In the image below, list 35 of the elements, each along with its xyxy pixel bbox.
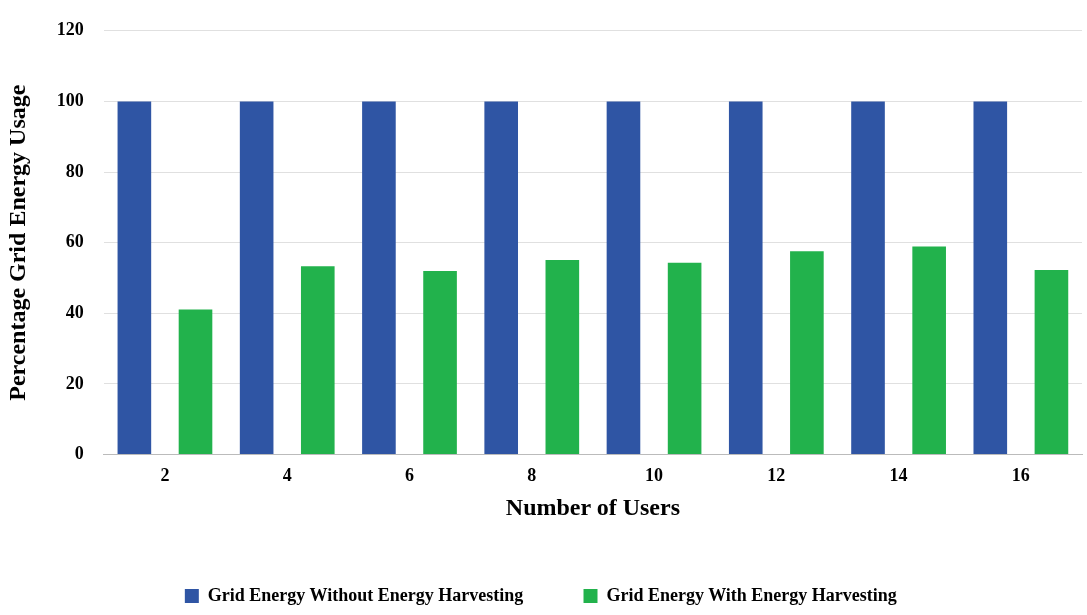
- x-tick-label: 10: [645, 465, 664, 486]
- x-axis-title: Number of Users: [505, 493, 680, 520]
- y-tick-label: 40: [65, 301, 84, 322]
- y-tick-label: 0: [74, 443, 84, 464]
- bar: [117, 101, 152, 455]
- bar: [912, 246, 946, 455]
- x-tick-label: 4: [282, 465, 292, 486]
- y-tick-label: 100: [56, 90, 84, 111]
- bar: [1034, 269, 1069, 455]
- bar: [362, 101, 396, 455]
- bar: [423, 270, 457, 455]
- bar: [973, 101, 1008, 455]
- y-axis-title: Percentage Grid Energy Usage: [3, 84, 30, 401]
- x-tick-label: 12: [767, 465, 786, 486]
- bar: [484, 101, 519, 455]
- bar: [606, 101, 641, 455]
- legend-label: Grid Energy With Energy Harvesting: [606, 584, 897, 605]
- y-tick-label: 20: [65, 372, 84, 393]
- bar: [239, 101, 274, 455]
- bar: [300, 266, 335, 455]
- bar: [728, 101, 763, 455]
- y-tick-label: 120: [56, 19, 84, 40]
- x-tick-label: 16: [1011, 465, 1030, 486]
- bar: [790, 251, 824, 455]
- x-tick-label: 2: [160, 465, 170, 486]
- legend-label: Grid Energy Without Energy Harvesting: [207, 584, 524, 605]
- bar: [667, 262, 702, 455]
- bar: [545, 260, 580, 455]
- x-tick-label: 6: [404, 465, 414, 486]
- x-tick-label: 8: [527, 465, 537, 486]
- y-tick-label: 80: [65, 160, 84, 181]
- bar: [178, 309, 213, 455]
- x-tick-label: 14: [889, 465, 908, 486]
- bar: [851, 101, 885, 455]
- y-tick-label: 60: [65, 231, 84, 252]
